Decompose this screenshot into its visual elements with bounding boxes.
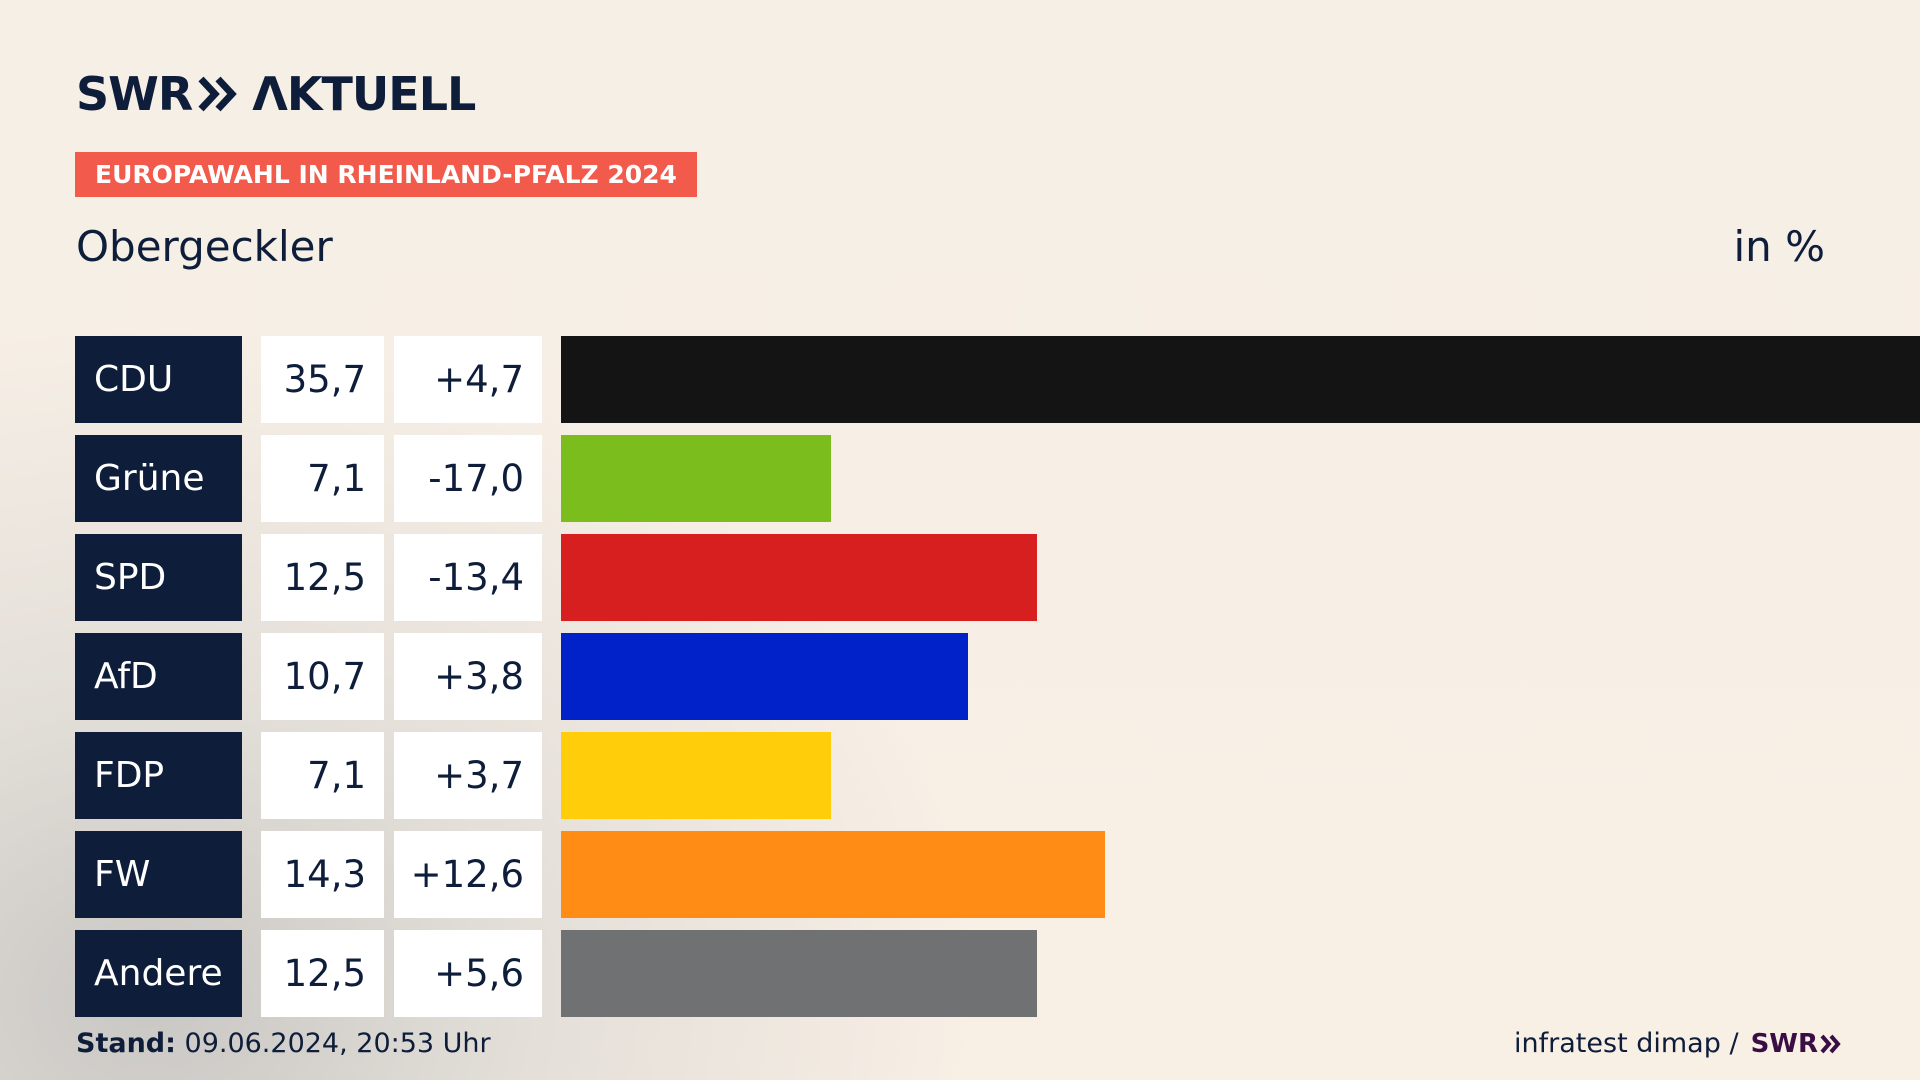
change-value: +4,7 xyxy=(394,336,542,423)
timestamp: Stand: 09.06.2024, 20:53 Uhr xyxy=(76,1028,491,1059)
double-chevron-small-icon xyxy=(1820,1034,1841,1053)
vote-share-value: 12,5 xyxy=(261,534,384,621)
source-credit: infratest dimap / SWR xyxy=(1514,1028,1842,1059)
party-label: CDU xyxy=(75,336,242,423)
stand-value: 09.06.2024, 20:53 Uhr xyxy=(184,1028,491,1059)
party-label: Andere xyxy=(75,930,242,1017)
result-bar xyxy=(561,732,831,819)
change-value: -13,4 xyxy=(394,534,542,621)
change-value: +3,8 xyxy=(394,633,542,720)
swr-footer-logo: SWR xyxy=(1751,1029,1842,1059)
swr-logo-text: SWR xyxy=(76,67,193,121)
region-title: Obergeckler xyxy=(76,222,333,271)
result-bar xyxy=(561,831,1105,918)
result-bar xyxy=(561,435,831,522)
result-bar xyxy=(561,534,1037,621)
vote-share-value: 7,1 xyxy=(261,435,384,522)
aktuell-logo-text: ΛKTUELL xyxy=(252,67,476,121)
change-value: +12,6 xyxy=(394,831,542,918)
double-chevron-icon xyxy=(198,76,238,112)
unit-label: in % xyxy=(1733,222,1825,271)
party-label: Grüne xyxy=(75,435,242,522)
change-value: +3,7 xyxy=(394,732,542,819)
result-bar xyxy=(561,930,1037,1017)
election-badge: EUROPAWAHL IN RHEINLAND-PFALZ 2024 xyxy=(75,152,697,197)
stand-label: Stand: xyxy=(76,1028,176,1059)
vote-share-value: 10,7 xyxy=(261,633,384,720)
party-label: AfD xyxy=(75,633,242,720)
party-label: FW xyxy=(75,831,242,918)
party-label: FDP xyxy=(75,732,242,819)
party-label: SPD xyxy=(75,534,242,621)
vote-share-value: 12,5 xyxy=(261,930,384,1017)
change-value: +5,6 xyxy=(394,930,542,1017)
swr-aktuell-logo: SWR ΛKTUELL xyxy=(76,64,476,124)
result-bar xyxy=(561,336,1920,423)
vote-share-value: 14,3 xyxy=(261,831,384,918)
change-value: -17,0 xyxy=(394,435,542,522)
source-text: infratest dimap / xyxy=(1514,1028,1739,1059)
swr-footer-text: SWR xyxy=(1750,1028,1818,1059)
vote-share-value: 7,1 xyxy=(261,732,384,819)
vote-share-value: 35,7 xyxy=(261,336,384,423)
result-bar xyxy=(561,633,968,720)
